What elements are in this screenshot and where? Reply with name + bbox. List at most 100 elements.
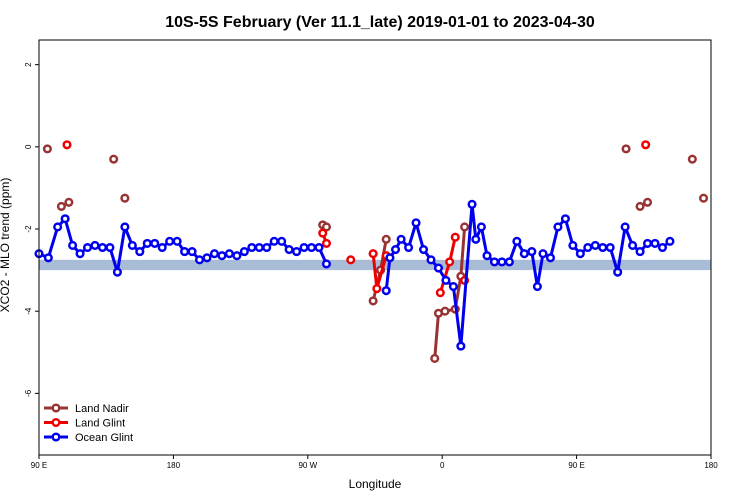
series-2-point — [75, 249, 85, 259]
series-0-point — [120, 193, 130, 203]
x-tick-label-3: 0 — [440, 461, 445, 470]
x-tick-label-1: 180 — [167, 461, 181, 470]
series-2-point — [642, 238, 653, 248]
series-2-point — [105, 242, 115, 253]
series-2-point — [142, 238, 152, 248]
series-2-point — [426, 255, 436, 265]
x-tick-label-2: 90 W — [298, 461, 317, 470]
series-0-point — [381, 234, 391, 244]
series-1-point — [318, 228, 328, 238]
series-2-point — [448, 281, 458, 292]
series-0-point — [321, 222, 332, 232]
series-2-point — [239, 247, 249, 257]
series-2-point — [209, 249, 220, 259]
series-0-point — [109, 154, 119, 164]
series-1-point — [450, 232, 460, 242]
series-2-point — [127, 240, 137, 250]
axes: 90 E 180 90 W 0 90 E 180 2 0 -2 -4 -6 — [24, 62, 718, 470]
series-2-point — [404, 242, 414, 253]
series-0-point — [687, 154, 697, 164]
y-tick-label-0: 2 — [24, 62, 33, 67]
series-2-point — [418, 245, 429, 255]
series-1-point — [62, 140, 72, 150]
series-0-line-6 — [433, 226, 467, 359]
series-2-point — [657, 242, 668, 253]
series-2-point — [60, 214, 70, 224]
series-2-point — [628, 240, 638, 250]
series-2-point — [519, 249, 529, 259]
series-2-point — [560, 214, 570, 224]
series-0-point — [64, 197, 74, 207]
series-2-point — [180, 247, 190, 257]
series-2-point — [187, 247, 197, 257]
series-2-point — [292, 247, 302, 257]
series-0-point — [42, 144, 52, 154]
series-2-point — [306, 242, 317, 253]
series-1-point — [321, 238, 332, 248]
series-2-point — [471, 234, 481, 244]
series-0-point — [430, 353, 440, 363]
series-2-point — [650, 238, 660, 248]
legend-marker-1 — [51, 417, 61, 428]
series-2 — [34, 199, 675, 351]
series-2-point — [613, 267, 623, 277]
series-0-point — [368, 296, 378, 306]
series-2-point — [583, 242, 593, 253]
series-2-point — [53, 222, 63, 232]
series-0-point — [460, 222, 470, 232]
series-2-point — [299, 242, 309, 253]
plot-frame — [38, 39, 712, 456]
series-2-point — [43, 253, 53, 263]
legend-marker-0 — [51, 403, 61, 413]
series-1 — [62, 140, 651, 298]
y-tick-label-2: -2 — [24, 225, 33, 233]
series-2-point — [504, 257, 514, 267]
series-2-point — [284, 245, 294, 255]
series-2-point — [321, 259, 332, 269]
series-2-point — [120, 222, 130, 232]
y-axis-label: XCO2 - MLO trend (ppm) — [0, 178, 12, 313]
legend-label-2: Ocean Glint — [75, 432, 133, 444]
legend-label-0: Land Nadir — [75, 403, 129, 415]
series-2-point — [217, 251, 227, 261]
y-tick-label-1: 0 — [24, 144, 33, 149]
series-2-point — [269, 236, 279, 246]
x-tick-label-4: 90 E — [568, 461, 584, 470]
series-2-point — [605, 242, 615, 253]
x-tick-label-0: 90 E — [31, 461, 47, 470]
legend-marker-2 — [51, 432, 61, 442]
series-2-point — [635, 247, 645, 257]
series-0-point — [56, 201, 66, 211]
series-2-point — [112, 267, 122, 277]
series-0-point — [440, 306, 450, 316]
series-2-point — [590, 240, 600, 250]
series-2-point — [194, 255, 205, 265]
series-2-point — [467, 199, 477, 209]
series-2-point — [433, 263, 444, 273]
series-2-point — [568, 240, 578, 250]
series-2-point — [68, 240, 78, 250]
chart-title: 10S-5S February (Ver 11.1_late) 2019-01-… — [165, 14, 595, 31]
series-2-point — [381, 286, 391, 296]
series-2-point — [396, 234, 406, 244]
legend-label-1: Land Glint — [75, 418, 125, 430]
series-0-point — [642, 197, 653, 207]
series-2-point — [411, 218, 421, 228]
plot-area — [34, 140, 711, 363]
series-2-point — [620, 222, 630, 232]
legend: Land Nadir Land Glint Ocean Glint — [44, 403, 133, 444]
series-2-point — [172, 236, 182, 246]
series-1-point — [372, 284, 382, 294]
series-2-point — [512, 236, 522, 246]
series-2-point — [254, 242, 264, 253]
series-2-point — [157, 242, 167, 253]
series-2-point — [232, 251, 242, 261]
series-2-point — [385, 253, 395, 263]
series-2-point — [553, 222, 563, 232]
series-1-point — [346, 255, 356, 265]
x-tick-label-5: 180 — [704, 461, 718, 470]
series-2-point — [277, 236, 287, 246]
x-axis-label: Longitude — [349, 477, 402, 491]
series-2-point — [150, 238, 160, 248]
